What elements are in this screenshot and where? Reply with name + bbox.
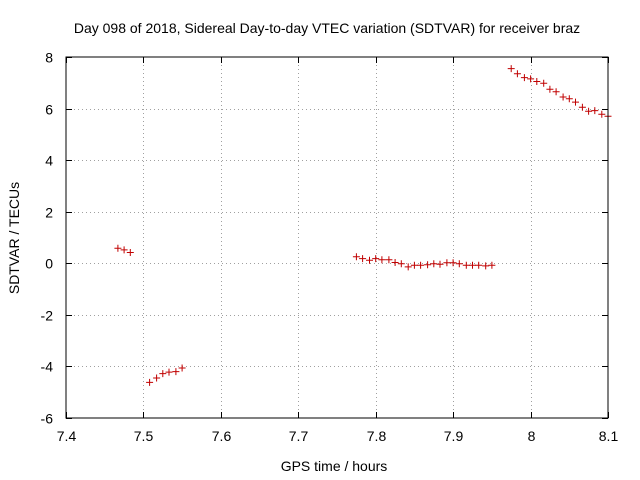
data-point <box>159 370 167 378</box>
data-point <box>146 378 154 386</box>
data-points <box>114 65 612 386</box>
data-point <box>598 110 606 118</box>
data-point <box>352 253 360 261</box>
data-point <box>533 78 541 85</box>
x-tick-label: 7.4 <box>57 428 77 444</box>
data-point <box>372 255 380 263</box>
data-point <box>397 260 405 268</box>
data-point <box>378 256 386 264</box>
y-tick-label: 6 <box>45 102 53 118</box>
x-tick-label: 7.8 <box>367 428 387 444</box>
data-point <box>449 259 457 267</box>
data-point <box>436 260 444 268</box>
data-point <box>462 261 470 269</box>
y-tick-label: -2 <box>41 308 54 324</box>
data-point <box>417 261 425 269</box>
data-point <box>513 70 521 78</box>
data-point <box>565 95 573 103</box>
data-point <box>366 256 373 264</box>
data-point <box>482 262 490 270</box>
data-point <box>404 263 412 271</box>
x-tick-label: 7.5 <box>134 428 154 444</box>
data-point <box>488 261 496 269</box>
data-point <box>469 261 476 269</box>
data-point <box>559 93 567 101</box>
data-point <box>178 364 186 372</box>
data-point <box>572 98 579 106</box>
y-axis-label: SDTVAR / TECUs <box>6 182 22 294</box>
y-tick-label: 2 <box>45 205 53 221</box>
x-tick-label: 8.1 <box>599 428 619 444</box>
data-point <box>546 85 554 93</box>
x-tick-label: 7.7 <box>289 428 309 444</box>
y-tick-label: 8 <box>45 50 53 66</box>
data-point <box>507 65 515 73</box>
x-axis-label: GPS time / hours <box>281 458 388 474</box>
y-tick-label: 0 <box>45 256 53 272</box>
data-point <box>430 260 438 268</box>
data-point <box>120 246 128 254</box>
data-point <box>385 256 393 264</box>
data-point <box>475 261 483 269</box>
data-point <box>520 74 528 82</box>
axes: 7.4 7.5 7.6 7.7 7.8 7.9 8 8.1 -6 -4 -2 0 2 4 6 8 <box>41 50 619 445</box>
data-point <box>585 107 593 115</box>
data-point <box>410 261 418 269</box>
chart-title: Day 098 of 2018, Sidereal Day-to-day VTE… <box>74 20 580 36</box>
x-tick-label: 8 <box>528 428 536 444</box>
plot-frame <box>65 56 609 419</box>
data-point <box>153 374 161 382</box>
data-point <box>391 259 399 266</box>
data-point <box>126 249 134 256</box>
data-point <box>114 244 122 252</box>
data-point <box>359 255 367 263</box>
y-tick-label: -6 <box>41 411 54 427</box>
data-point <box>552 88 560 96</box>
data-point <box>424 261 432 269</box>
data-point <box>527 75 535 83</box>
data-point <box>540 79 548 87</box>
data-point <box>455 260 463 268</box>
x-tick-label: 7.6 <box>212 428 232 444</box>
data-point <box>591 107 599 115</box>
data-point <box>443 259 451 267</box>
data-point <box>172 368 180 376</box>
data-point <box>165 368 173 376</box>
x-tick-label: 7.9 <box>444 428 464 444</box>
y-tick-label: -4 <box>41 359 54 375</box>
data-point <box>578 103 586 111</box>
grid <box>66 57 608 418</box>
y-tick-label: 4 <box>45 153 53 169</box>
